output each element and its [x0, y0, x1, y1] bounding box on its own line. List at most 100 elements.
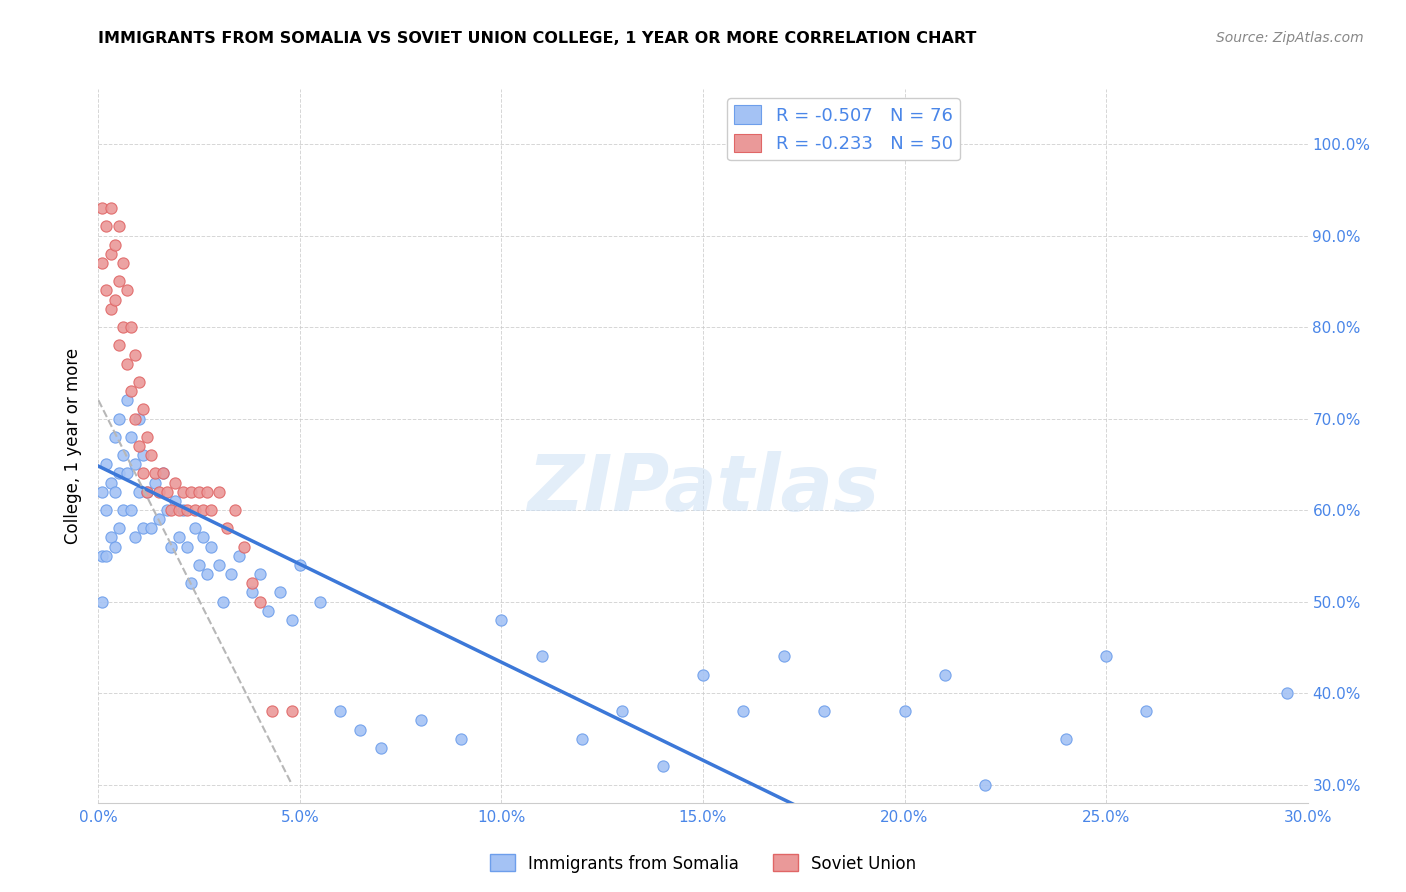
Point — [813, 704, 835, 718]
Y-axis label: College, 1 year or more: College, 1 year or more — [65, 348, 83, 544]
Point — [195, 484, 218, 499]
Point — [91, 256, 114, 270]
Point — [115, 393, 138, 408]
Point — [96, 458, 118, 472]
Point — [120, 503, 142, 517]
Point — [232, 540, 254, 554]
Point — [143, 475, 166, 490]
Point — [96, 549, 118, 563]
Point — [409, 714, 432, 728]
Point — [135, 484, 157, 499]
Point — [163, 475, 186, 490]
Point — [309, 594, 332, 608]
Point — [111, 503, 134, 517]
Point — [180, 484, 202, 499]
Point — [934, 667, 956, 681]
Point — [1135, 704, 1157, 718]
Point — [228, 549, 250, 563]
Point — [269, 585, 291, 599]
Point — [692, 667, 714, 681]
Point — [208, 484, 231, 499]
Point — [120, 384, 142, 398]
Point — [91, 594, 114, 608]
Point — [249, 594, 271, 608]
Point — [176, 503, 198, 517]
Point — [111, 448, 134, 462]
Point — [139, 448, 162, 462]
Point — [120, 430, 142, 444]
Point — [124, 531, 146, 545]
Point — [349, 723, 371, 737]
Point — [893, 704, 915, 718]
Point — [135, 430, 157, 444]
Point — [208, 558, 231, 572]
Point — [163, 494, 186, 508]
Point — [221, 567, 243, 582]
Legend: Immigrants from Somalia, Soviet Union: Immigrants from Somalia, Soviet Union — [484, 847, 922, 880]
Point — [139, 521, 162, 535]
Point — [772, 649, 794, 664]
Point — [100, 531, 122, 545]
Point — [195, 567, 218, 582]
Point — [160, 540, 183, 554]
Point — [212, 594, 235, 608]
Point — [200, 540, 222, 554]
Point — [120, 320, 142, 334]
Point — [370, 740, 392, 755]
Point — [107, 521, 129, 535]
Point — [193, 503, 215, 517]
Point — [103, 430, 125, 444]
Point — [1095, 649, 1118, 664]
Legend: R = -0.507   N = 76, R = -0.233   N = 50: R = -0.507 N = 76, R = -0.233 N = 50 — [727, 98, 960, 161]
Point — [224, 503, 246, 517]
Point — [107, 411, 129, 425]
Point — [240, 576, 263, 591]
Point — [156, 503, 179, 517]
Point — [124, 347, 146, 361]
Point — [107, 274, 129, 288]
Point — [128, 411, 150, 425]
Point — [107, 467, 129, 481]
Point — [491, 613, 513, 627]
Point — [530, 649, 553, 664]
Point — [217, 521, 239, 535]
Point — [156, 484, 179, 499]
Point — [91, 484, 114, 499]
Point — [132, 467, 155, 481]
Point — [115, 467, 138, 481]
Point — [249, 567, 271, 582]
Point — [107, 219, 129, 234]
Point — [148, 512, 170, 526]
Point — [124, 458, 146, 472]
Point — [152, 467, 174, 481]
Point — [256, 604, 278, 618]
Point — [167, 531, 190, 545]
Point — [100, 301, 122, 316]
Point — [143, 467, 166, 481]
Point — [651, 759, 673, 773]
Point — [329, 704, 352, 718]
Point — [180, 576, 202, 591]
Point — [188, 484, 211, 499]
Point — [115, 284, 138, 298]
Point — [240, 585, 263, 599]
Point — [176, 540, 198, 554]
Point — [124, 411, 146, 425]
Point — [260, 704, 283, 718]
Point — [281, 613, 304, 627]
Point — [733, 704, 755, 718]
Text: ZIPatlas: ZIPatlas — [527, 450, 879, 527]
Text: Source: ZipAtlas.com: Source: ZipAtlas.com — [1216, 31, 1364, 45]
Point — [200, 503, 222, 517]
Point — [571, 731, 593, 746]
Point — [96, 284, 118, 298]
Point — [974, 777, 997, 791]
Point — [148, 484, 170, 499]
Point — [100, 475, 122, 490]
Point — [111, 256, 134, 270]
Point — [132, 448, 155, 462]
Point — [172, 484, 194, 499]
Point — [1054, 731, 1077, 746]
Point — [103, 237, 125, 252]
Point — [107, 338, 129, 352]
